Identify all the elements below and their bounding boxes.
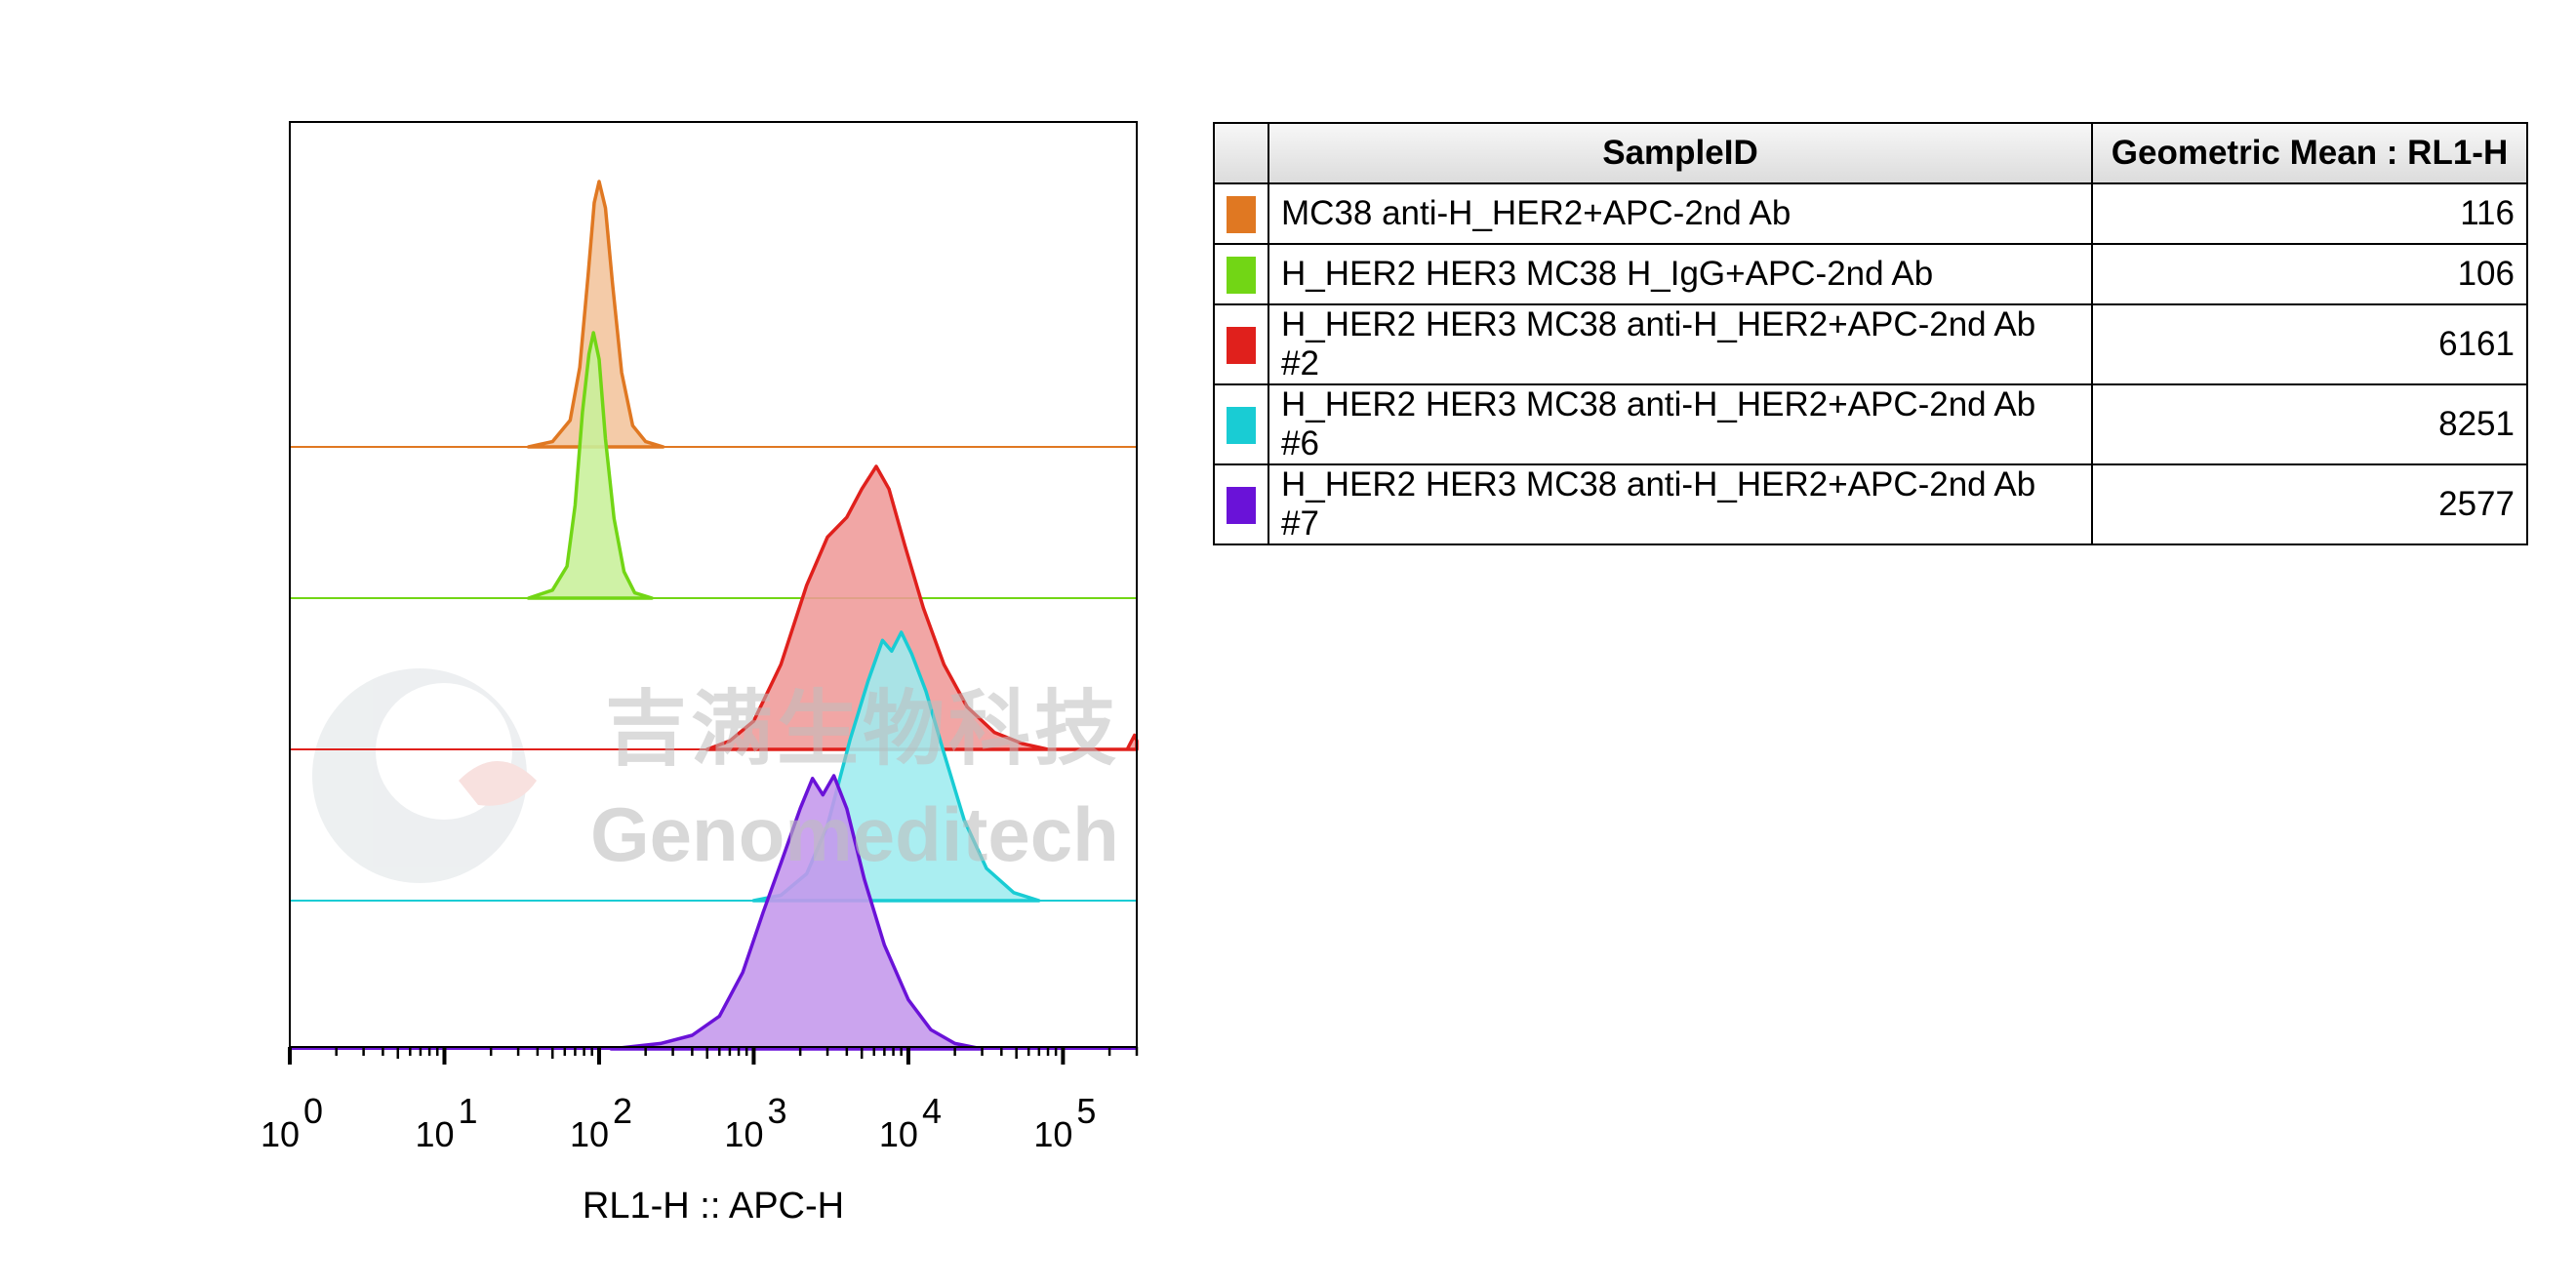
- legend-row: H_HER2 HER3 MC38 anti-H_HER2+APC-2nd Ab …: [1213, 463, 2528, 545]
- histogram-series: [290, 774, 1137, 1051]
- legend-swatch: [1227, 407, 1256, 445]
- histogram-series: [290, 331, 1137, 600]
- legend-swatch: [1227, 196, 1256, 234]
- legend-value: 8251: [2091, 383, 2528, 465]
- legend-swatch: [1227, 257, 1256, 295]
- legend-header-swatch: [1213, 122, 1269, 184]
- legend-row: H_HER2 HER3 MC38 anti-H_HER2+APC-2nd Ab …: [1213, 383, 2528, 465]
- x-tick-label: 100: [261, 1091, 323, 1154]
- legend-swatch: [1227, 487, 1256, 525]
- x-tick-label: 105: [1033, 1091, 1096, 1154]
- legend-sample-id: H_HER2 HER3 MC38 anti-H_HER2+APC-2nd Ab …: [1268, 463, 2093, 545]
- series-histogram: [704, 464, 1139, 751]
- x-tick-label: 102: [570, 1091, 632, 1154]
- series-histogram: [526, 180, 665, 449]
- legend-swatch: [1227, 327, 1256, 365]
- legend-header-value[interactable]: Geometric Mean : RL1-H: [2091, 122, 2528, 184]
- legend-sample-id: H_HER2 HER3 MC38 anti-H_HER2+APC-2nd Ab …: [1268, 303, 2093, 385]
- legend-value: 6161: [2091, 303, 2528, 385]
- legend-header-row: SampleID Geometric Mean : RL1-H: [1213, 122, 2528, 184]
- series-histogram: [526, 331, 654, 600]
- legend-sample-id: H_HER2 HER3 MC38 anti-H_HER2+APC-2nd Ab …: [1268, 383, 2093, 465]
- x-axis: 100 101 102 103 104 105: [261, 1047, 1139, 1154]
- histogram-series: [290, 180, 1137, 449]
- series-histogram: [609, 774, 985, 1051]
- plot-frame: [289, 121, 1138, 1048]
- legend-value: 106: [2091, 243, 2528, 305]
- legend-row: MC38 anti-H_HER2+APC-2nd Ab 116: [1213, 182, 2528, 245]
- x-tick-label: 103: [724, 1091, 786, 1154]
- legend-sample-id: H_HER2 HER3 MC38 H_IgG+APC-2nd Ab: [1268, 243, 2093, 305]
- legend-table: SampleID Geometric Mean : RL1-H MC38 ant…: [1213, 122, 2528, 545]
- watermark-logo: [312, 668, 537, 883]
- legend-value: 116: [2091, 182, 2528, 245]
- x-tick-label: 104: [879, 1091, 942, 1154]
- legend-sample-id: MC38 anti-H_HER2+APC-2nd Ab: [1268, 182, 2093, 245]
- legend-header-sampleid[interactable]: SampleID: [1268, 122, 2093, 184]
- x-axis-label: RL1-H :: APC-H: [582, 1186, 845, 1227]
- histogram-series: [290, 464, 1139, 751]
- x-tick-label: 101: [415, 1091, 477, 1154]
- legend-value: 2577: [2091, 463, 2528, 545]
- series-layer: [290, 180, 1139, 1051]
- legend-row: H_HER2 HER3 MC38 anti-H_HER2+APC-2nd Ab …: [1213, 303, 2528, 385]
- legend-row: H_HER2 HER3 MC38 H_IgG+APC-2nd Ab 106: [1213, 243, 2528, 305]
